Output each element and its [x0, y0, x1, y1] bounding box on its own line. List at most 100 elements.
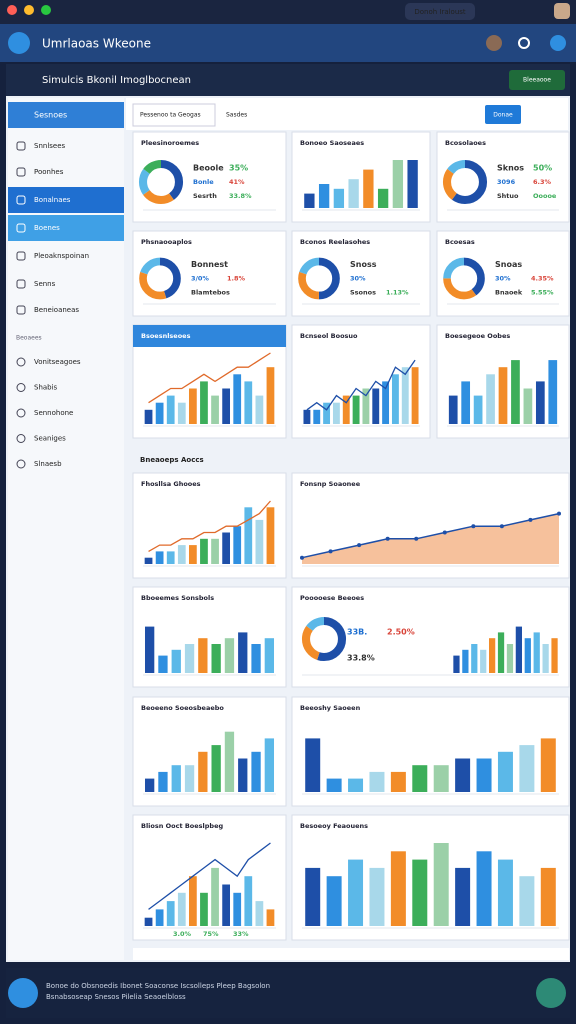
point	[557, 511, 561, 516]
bar	[244, 381, 253, 424]
bar	[177, 545, 186, 564]
bar	[155, 402, 164, 424]
bar	[548, 360, 558, 424]
bar	[177, 892, 186, 926]
nav-item[interactable]: Senns	[34, 280, 56, 288]
nav-item[interactable]: Sennohone	[34, 409, 73, 417]
bar	[233, 526, 242, 564]
bar	[352, 395, 360, 424]
search[interactable]	[518, 37, 530, 49]
nav-item[interactable]: Vonitseagoes	[34, 358, 81, 366]
nav-item[interactable]: Bonalnaes	[34, 196, 71, 204]
card-header	[133, 325, 286, 347]
bar	[519, 745, 535, 792]
bar	[144, 917, 153, 926]
bar	[392, 160, 404, 208]
nav-hover	[8, 215, 124, 241]
card-title: Beoeeno Soeosbeaebo	[141, 704, 224, 712]
bar	[455, 758, 471, 792]
nav-item[interactable]: Slnaesb	[34, 460, 62, 468]
window-button[interactable]	[24, 5, 34, 15]
line	[148, 842, 271, 910]
bar	[372, 388, 380, 424]
stat: 6.3%	[533, 178, 552, 186]
tab-active[interactable]	[132, 103, 216, 127]
card-title: Pooooese Beeoes	[300, 594, 364, 602]
window-button[interactable]	[41, 5, 51, 15]
nav-item[interactable]: Seaniges	[34, 435, 66, 443]
bar	[551, 638, 558, 673]
bar	[497, 751, 513, 792]
point	[357, 543, 362, 548]
bar	[363, 169, 374, 208]
section-title: Bneaoeps Aoccs	[140, 456, 204, 464]
bar	[433, 765, 449, 792]
nav-item[interactable]: Poonhes	[34, 168, 64, 176]
bar	[391, 374, 399, 424]
bar	[188, 876, 197, 926]
tab[interactable]: Sasdes	[226, 112, 247, 119]
header	[0, 24, 576, 62]
bar	[144, 409, 153, 424]
stat: 75%	[203, 930, 219, 938]
bar	[224, 731, 235, 792]
stat: 3.0%	[173, 930, 192, 938]
bar	[323, 402, 331, 424]
sidebar-head[interactable]	[8, 102, 124, 128]
settings[interactable]	[550, 35, 566, 51]
stat: 5.55%	[531, 289, 554, 297]
bar	[471, 644, 478, 673]
donut-segment	[138, 159, 184, 205]
point	[414, 536, 419, 541]
point	[471, 524, 476, 529]
action-text: Donae	[493, 112, 513, 119]
bar	[348, 859, 364, 926]
bar	[462, 649, 469, 673]
nav-item[interactable]: Shabis	[34, 384, 58, 392]
nav-item[interactable]: Boenes	[34, 224, 60, 232]
donut-segment	[442, 159, 488, 205]
sidebar-section: Beoaees	[16, 335, 42, 342]
bar	[198, 638, 208, 673]
action-button[interactable]	[485, 105, 521, 124]
bar	[519, 876, 535, 926]
bar	[211, 538, 219, 564]
bar	[461, 381, 471, 424]
bar	[264, 738, 275, 792]
nav-item[interactable]: Beneioaneas	[34, 306, 79, 314]
bar	[255, 519, 264, 564]
bar	[155, 551, 164, 564]
footer-button[interactable]	[536, 978, 566, 1008]
nav-icon	[16, 383, 26, 392]
window-button[interactable]	[7, 5, 17, 15]
bar	[407, 160, 418, 208]
stat: 33%	[233, 930, 249, 938]
avatar[interactable]	[554, 3, 570, 19]
stat: Ssonos	[350, 289, 376, 297]
profile[interactable]	[486, 35, 502, 51]
stat: 3096	[497, 178, 516, 186]
bar	[222, 532, 231, 564]
card-title: Bconos Reelasohes	[300, 238, 370, 246]
tab[interactable]: Pessenoo ta Geogas	[140, 112, 201, 119]
nav-item[interactable]: Pleoaknspoinan	[34, 252, 89, 260]
bar	[362, 388, 370, 424]
nav-icon	[16, 195, 26, 205]
bar	[266, 507, 275, 564]
bar	[326, 876, 342, 926]
toolbar-button[interactable]	[509, 70, 565, 90]
bar	[251, 644, 261, 673]
point	[328, 549, 333, 554]
card	[132, 586, 287, 688]
bar	[369, 867, 385, 926]
nav-item[interactable]: Snnlsees	[34, 142, 66, 150]
bar	[303, 409, 311, 424]
bar	[166, 901, 175, 926]
bar	[166, 551, 175, 564]
bar	[342, 395, 350, 424]
bar	[266, 367, 275, 424]
stat: Shtuo	[497, 192, 519, 200]
stat: Snoss	[350, 260, 377, 269]
bar	[523, 388, 533, 424]
